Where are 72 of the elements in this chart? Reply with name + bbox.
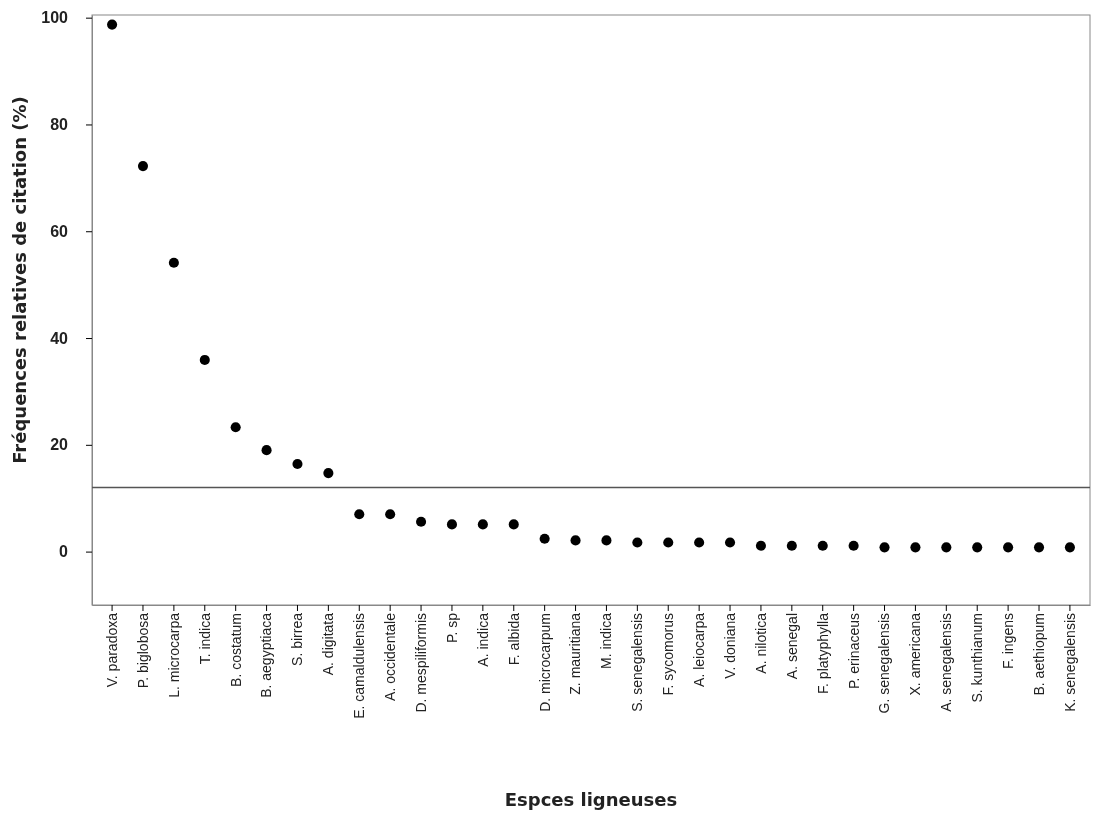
point — [199, 354, 210, 365]
x-tick-label: S. senegalensis — [629, 613, 646, 712]
point — [817, 540, 828, 551]
x-tick-label: G. senegalensis — [876, 613, 893, 714]
x-tick-label: P. sp — [443, 612, 460, 644]
x-tick-label: P. biglobosa — [134, 612, 151, 689]
x-tick-label: Z. mauritiana — [567, 612, 584, 695]
x-tick-label: A. leiocarpa — [691, 612, 708, 687]
point — [477, 519, 488, 530]
x-tick-label: L. microcarpa — [165, 612, 182, 698]
point — [1033, 542, 1045, 553]
point — [601, 535, 612, 546]
point — [539, 533, 550, 544]
x-tick-label: A. occidentale — [382, 612, 399, 701]
x-tick-label: A. nilotica — [752, 612, 769, 674]
x-tick-label: A. senegalensis — [938, 613, 955, 712]
point — [755, 540, 766, 551]
point — [292, 459, 303, 470]
x-tick-label: F. ingens — [1000, 613, 1017, 670]
point — [446, 519, 458, 530]
x-tick-label: P. erinaceus — [845, 613, 862, 690]
x-tick-label: S. birrea — [289, 612, 306, 666]
x-tick-label: F. albida — [505, 612, 522, 666]
x-tick-label: T. indica — [196, 612, 213, 665]
point — [168, 257, 179, 268]
point — [508, 519, 519, 530]
y-tick-label: 40 — [50, 329, 69, 347]
point — [261, 445, 272, 456]
point — [107, 19, 118, 30]
x-tick-label: D. mespiliformis — [412, 613, 429, 713]
x-tick-label: V. doniana — [721, 612, 738, 679]
point — [323, 468, 334, 479]
x-axis-title: Espces ligneuses — [504, 789, 678, 810]
x-tick-label: A. indica — [474, 612, 491, 667]
point — [1064, 542, 1075, 553]
x-tick-label: B. aethiopum — [1030, 613, 1047, 696]
point — [941, 542, 952, 553]
point — [632, 537, 643, 548]
point — [786, 540, 797, 551]
x-tick-label: X. americana — [907, 612, 924, 696]
x-tick-label: F. sycomorus — [660, 613, 677, 696]
point — [663, 537, 674, 548]
y-tick-label: 20 — [50, 436, 69, 454]
point — [972, 542, 983, 553]
point — [354, 509, 365, 520]
point — [416, 516, 427, 527]
x-tick-label: S. kunthianum — [969, 613, 986, 703]
y-tick-label: 100 — [41, 9, 69, 27]
y-tick-label: 60 — [50, 222, 69, 240]
point — [230, 422, 241, 433]
x-tick-label: F. platyphylla — [814, 612, 831, 694]
x-tick-label: A. digitata — [320, 612, 337, 676]
x-tick-label: B. costatum — [227, 613, 244, 687]
x-tick-label: D. microcarpum — [536, 613, 553, 712]
point — [879, 542, 890, 553]
x-tick-label: A. senegal — [783, 613, 800, 680]
point — [910, 542, 921, 553]
point — [385, 509, 396, 520]
point — [724, 537, 736, 548]
point — [570, 535, 581, 546]
x-tick-label: M. indica — [598, 612, 615, 670]
y-tick-label: 80 — [50, 116, 69, 134]
x-tick-label: K. senegalensis — [1061, 613, 1078, 712]
point — [137, 161, 149, 172]
y-axis-title: Fréquences relatives de citation (%) — [9, 96, 30, 464]
point — [1003, 542, 1014, 553]
point — [694, 537, 705, 548]
x-tick-label: B. aegyptiaca — [258, 612, 275, 698]
point — [848, 540, 859, 551]
x-tick-label: E. camaldulensis — [351, 613, 368, 719]
y-tick-label: 0 — [59, 543, 69, 561]
x-tick-label: V. paradoxa — [103, 612, 120, 688]
